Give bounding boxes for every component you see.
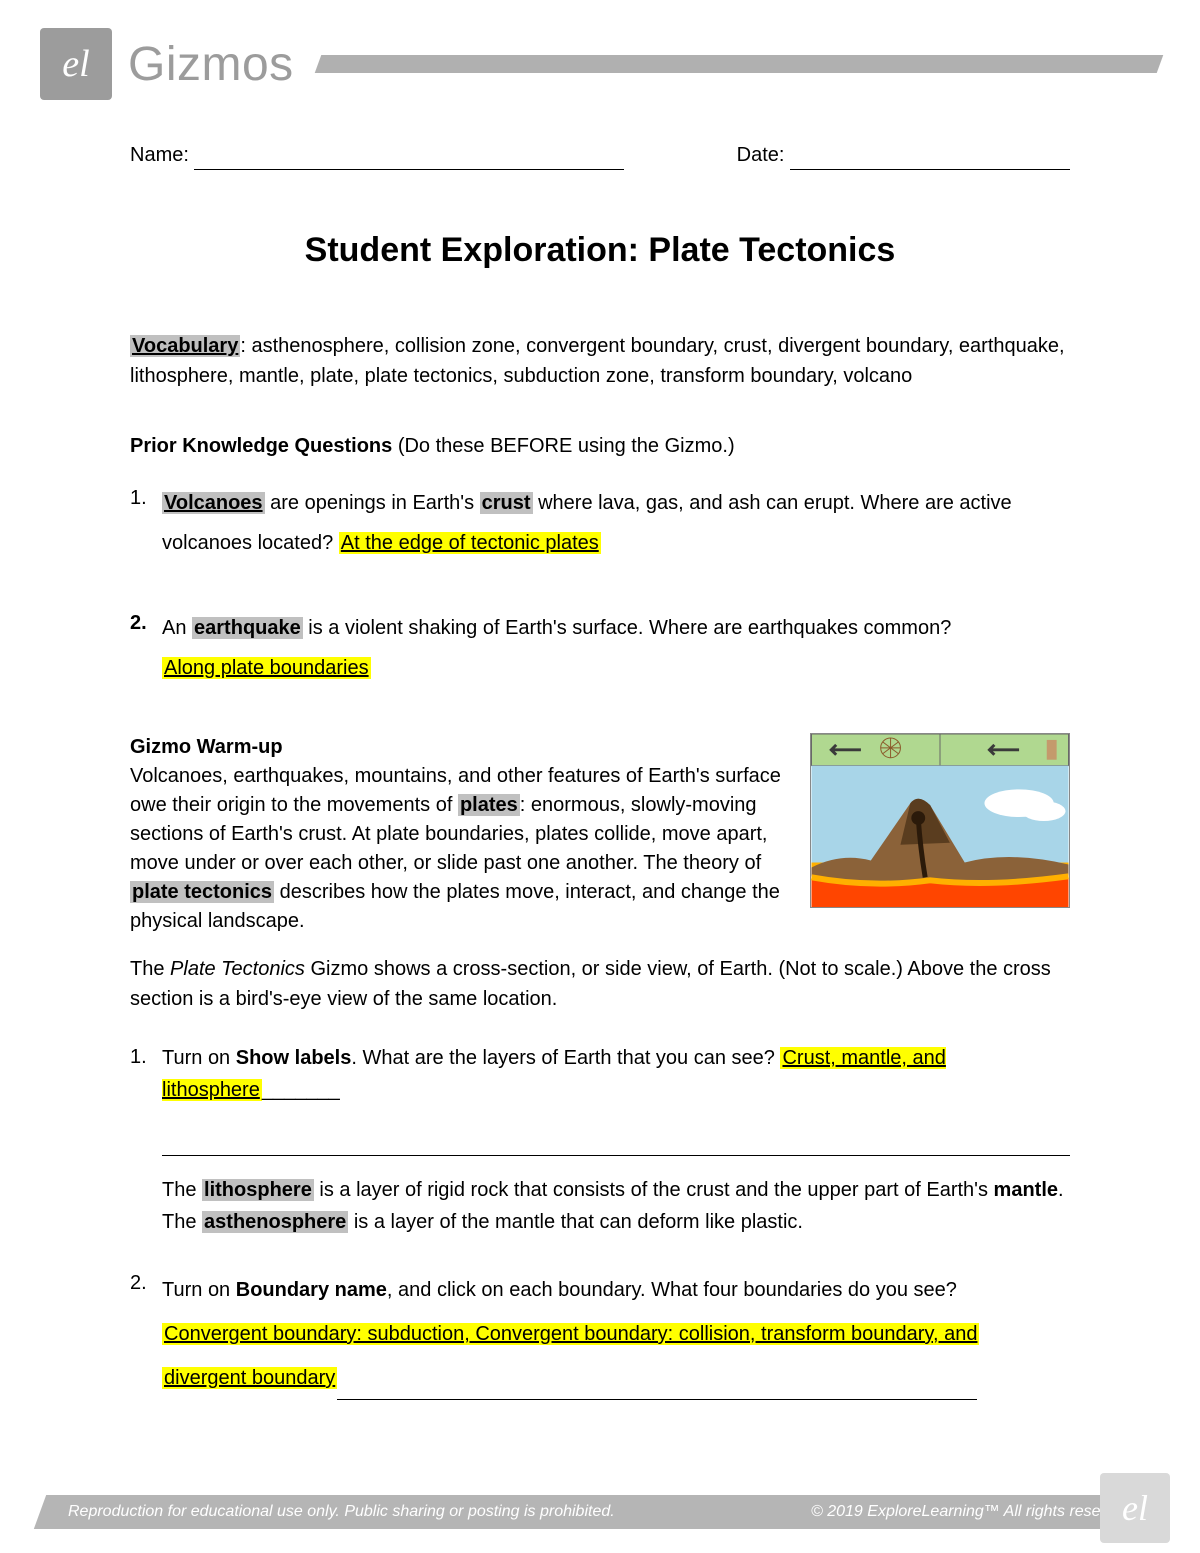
prior-q2: 2. An earthquake is a violent shaking of…	[130, 608, 1070, 688]
term-volcanoes: Volcanoes	[162, 492, 265, 514]
answer-boundaries-1: Convergent boundary: subduction, Converg…	[162, 1323, 979, 1345]
warmup-section: Gizmo Warm-up Volcanoes, earthquakes, mo…	[130, 733, 1070, 1400]
vocab-label: Vocabulary	[130, 335, 240, 357]
answer-q1: At the edge of tectonic plates	[339, 532, 601, 554]
plate-diagram-icon	[810, 733, 1070, 908]
q-number: 2.	[130, 1268, 162, 1400]
name-date-row: Name: Date:	[130, 140, 1070, 170]
logo-glyph: el	[62, 42, 89, 86]
brand-name: Gizmos	[128, 37, 294, 92]
page-title: Student Exploration: Plate Tectonics	[130, 225, 1070, 276]
answer-boundaries-2: divergent boundary	[162, 1367, 337, 1389]
answer-q2: Along plate boundaries	[162, 657, 371, 679]
header-stripe	[314, 55, 1163, 73]
ui-boundary-name: Boundary name	[236, 1279, 387, 1301]
warmup-q2: 2. Turn on Boundary name, and click on e…	[130, 1268, 1070, 1400]
term-lithosphere: lithosphere	[202, 1179, 314, 1201]
date-field: Date:	[737, 140, 1070, 170]
name-field: Name:	[130, 140, 624, 170]
name-label: Name:	[130, 144, 189, 166]
q-number: 1.	[130, 483, 162, 563]
date-blank[interactable]	[790, 169, 1070, 170]
footer-logo-icon: el	[1100, 1473, 1170, 1543]
term-earthquake: earthquake	[192, 617, 303, 639]
ui-show-labels: Show labels	[236, 1047, 352, 1069]
prior-q1: 1. Volcanoes are openings in Earth's cru…	[130, 483, 1070, 563]
term-plate-tectonics: plate tectonics	[130, 881, 274, 903]
name-blank[interactable]	[194, 169, 624, 170]
q-number: 2.	[130, 608, 162, 688]
term-plates: plates	[458, 794, 520, 816]
prior-note: (Do these BEFORE using the Gizmo.)	[392, 435, 734, 457]
term-crust: crust	[480, 492, 533, 514]
gizmos-logo-icon: el	[40, 28, 112, 100]
q-number: 1.	[130, 1042, 162, 1238]
date-label: Date:	[737, 144, 785, 166]
prior-knowledge-section: Prior Knowledge Questions (Do these BEFO…	[130, 431, 1070, 688]
header: el Gizmos	[0, 0, 1200, 100]
term-asthenosphere: asthenosphere	[202, 1211, 348, 1233]
term-mantle: mantle	[994, 1179, 1058, 1201]
vocabulary-section: Vocabulary: asthenosphere, collision zon…	[130, 331, 1070, 391]
vocab-text: : asthenosphere, collision zone, converg…	[130, 335, 1065, 387]
answer-blank-trail[interactable]	[337, 1399, 977, 1400]
footer-right: © 2019 ExploreLearning™ All rights reser…	[811, 1503, 1132, 1521]
gizmo-name: Plate Tectonics	[170, 958, 305, 980]
worksheet-page: el Gizmos Name: Date: Student Exploratio…	[0, 0, 1200, 1553]
footer-bar: Reproduction for educational use only. P…	[34, 1495, 1166, 1529]
answer-blank-line[interactable]	[162, 1128, 1070, 1156]
prior-heading: Prior Knowledge Questions	[130, 435, 392, 457]
warmup-heading: Gizmo Warm-up	[130, 733, 790, 762]
footer-left: Reproduction for educational use only. P…	[68, 1503, 615, 1521]
content: Name: Date: Student Exploration: Plate T…	[0, 100, 1200, 1545]
